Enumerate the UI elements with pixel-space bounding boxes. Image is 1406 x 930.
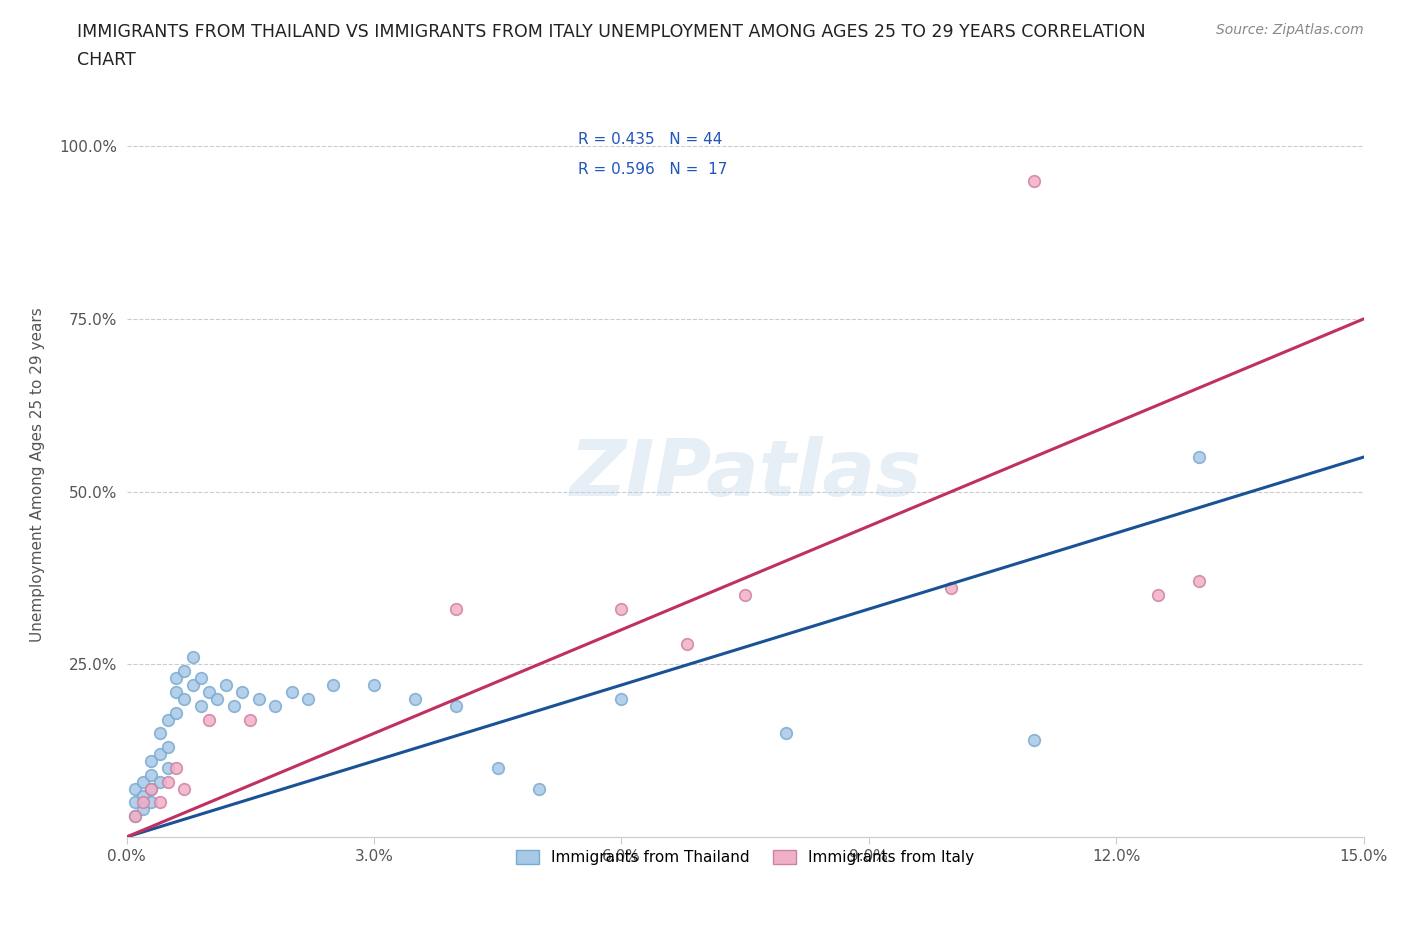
Point [156, 761, 179, 776]
Text: IMMIGRANTS FROM THAILAND VS IMMIGRANTS FROM ITALY UNEMPLOYMENT AMONG AGES 25 TO : IMMIGRANTS FROM THAILAND VS IMMIGRANTS F… [77, 23, 1146, 41]
Legend: Immigrants from Thailand, Immigrants from Italy: Immigrants from Thailand, Immigrants fro… [509, 843, 981, 873]
Point [222, 698, 245, 713]
Point [610, 602, 633, 617]
Point [214, 678, 236, 693]
Point [610, 691, 633, 706]
Point [190, 671, 212, 685]
Point [1188, 574, 1211, 589]
Point [173, 781, 195, 796]
Point [775, 726, 797, 741]
Point [1022, 173, 1045, 188]
Point [141, 781, 163, 796]
Point [148, 775, 170, 790]
Point [198, 712, 221, 727]
Point [527, 781, 550, 796]
Point [181, 678, 204, 693]
Point [404, 691, 426, 706]
Point [156, 712, 179, 727]
Point [1188, 449, 1211, 464]
Point [231, 684, 253, 699]
Point [132, 775, 155, 790]
Point [148, 747, 170, 762]
Point [363, 678, 385, 693]
Point [280, 684, 302, 699]
Point [156, 739, 179, 754]
Text: CHART: CHART [77, 51, 136, 69]
Point [124, 809, 146, 824]
Point [124, 809, 146, 824]
Point [207, 691, 229, 706]
Point [297, 691, 319, 706]
Point [132, 788, 155, 803]
Point [165, 684, 187, 699]
Point [141, 781, 163, 796]
Point [124, 781, 146, 796]
Point [1146, 588, 1168, 603]
Point [173, 664, 195, 679]
Point [446, 602, 468, 617]
Point [239, 712, 262, 727]
Point [165, 671, 187, 685]
Point [181, 650, 204, 665]
Y-axis label: Unemployment Among Ages 25 to 29 years: Unemployment Among Ages 25 to 29 years [30, 307, 45, 642]
Text: R = 0.596   N =  17: R = 0.596 N = 17 [578, 163, 727, 178]
Point [941, 581, 963, 596]
Point [486, 761, 509, 776]
Point [173, 691, 195, 706]
Text: ZIPatlas: ZIPatlas [569, 436, 921, 512]
Point [1022, 733, 1045, 748]
Point [190, 698, 212, 713]
Text: R = 0.435   N = 44: R = 0.435 N = 44 [578, 132, 723, 147]
Point [165, 761, 187, 776]
Point [124, 795, 146, 810]
Point [247, 691, 270, 706]
Text: Source: ZipAtlas.com: Source: ZipAtlas.com [1216, 23, 1364, 37]
Point [734, 588, 756, 603]
Point [148, 726, 170, 741]
Point [141, 753, 163, 768]
Point [132, 795, 155, 810]
Point [322, 678, 344, 693]
Point [264, 698, 287, 713]
Point [446, 698, 468, 713]
Point [676, 636, 699, 651]
Point [148, 795, 170, 810]
Point [132, 802, 155, 817]
Point [141, 767, 163, 782]
Point [198, 684, 221, 699]
Point [156, 775, 179, 790]
Point [141, 795, 163, 810]
Point [165, 705, 187, 720]
